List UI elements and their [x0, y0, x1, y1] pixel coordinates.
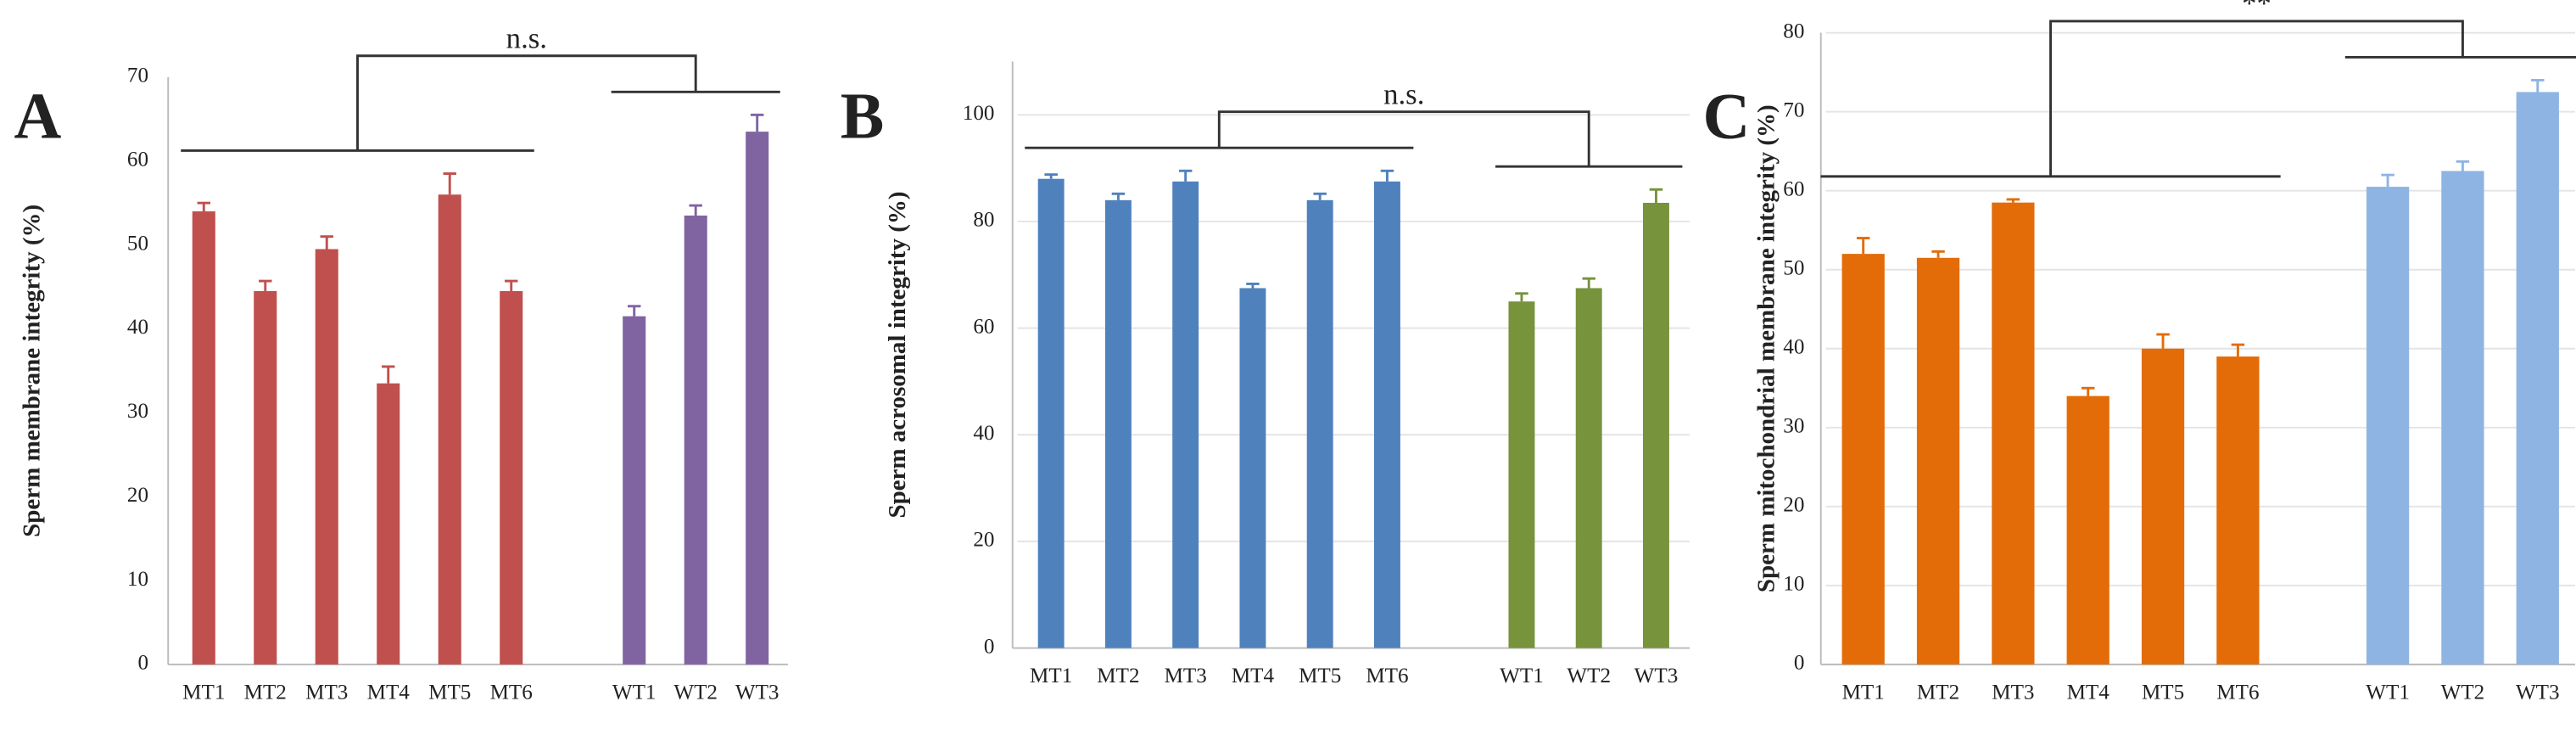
bar: [1575, 288, 1602, 648]
x-tick-label: MT4: [1232, 665, 1275, 687]
bar: [2516, 92, 2559, 665]
x-tick-label: WT1: [2366, 681, 2410, 704]
bar: [254, 290, 277, 665]
y-tick-label: 10: [1783, 573, 1804, 596]
x-tick-label: MT3: [1992, 681, 2034, 704]
y-tick-label: 40: [1783, 336, 1804, 359]
x-tick-label: MT4: [2067, 681, 2110, 704]
y-tick-label: 40: [127, 316, 148, 339]
bar: [1104, 199, 1132, 648]
x-tick-label: MT2: [1917, 681, 1959, 704]
bar: [2441, 171, 2484, 665]
y-tick-label: 50: [1783, 257, 1804, 280]
x-tick-label: MT6: [1366, 665, 1408, 687]
x-tick-label: MT3: [1165, 665, 1207, 687]
bar: [1172, 181, 1199, 648]
x-tick-label: WT3: [735, 681, 780, 704]
x-tick-label: MT5: [428, 681, 471, 704]
bar: [315, 249, 338, 665]
y-tick-label: 0: [1794, 652, 1805, 675]
bar: [2066, 396, 2109, 665]
bar: [684, 215, 707, 665]
x-tick-label: WT3: [1634, 665, 1679, 687]
bar: [746, 132, 769, 665]
bar: [1643, 202, 1669, 648]
bar: [1841, 254, 1885, 665]
bar: [1992, 202, 2035, 665]
y-tick-label: 80: [973, 209, 994, 232]
panel-label: B: [841, 80, 885, 153]
bar: [500, 290, 523, 665]
x-tick-label: WT2: [1567, 665, 1611, 687]
bar: [1916, 257, 1960, 665]
y-axis-label: Sperm mitochondrial membrane integrity (…: [1753, 104, 1780, 592]
y-tick-label: 60: [973, 315, 994, 338]
bar: [1037, 178, 1064, 648]
x-tick-label: MT1: [182, 681, 225, 704]
x-tick-label: MT3: [305, 681, 348, 704]
x-tick-label: WT1: [612, 681, 657, 704]
bar: [2366, 187, 2410, 665]
bar: [2216, 356, 2260, 665]
x-tick-label: WT1: [1500, 665, 1544, 687]
y-tick-label: 80: [1783, 20, 1804, 42]
y-tick-label: 70: [1783, 98, 1804, 121]
panel-label: A: [14, 80, 62, 153]
significance-label: n.s.: [506, 21, 547, 54]
significance-bracket: [356, 54, 697, 151]
y-tick-label: 30: [1783, 415, 1804, 438]
y-tick-label: 100: [963, 102, 995, 125]
x-tick-label: MT2: [244, 681, 287, 704]
bar: [1508, 301, 1535, 648]
y-tick-label: 10: [127, 568, 148, 591]
bar: [192, 211, 215, 665]
x-tick-label: MT5: [2142, 681, 2184, 704]
y-tick-label: 20: [973, 529, 994, 552]
y-tick-label: 20: [127, 484, 148, 507]
x-tick-label: MT5: [1299, 665, 1341, 687]
significance-bracket: [1217, 110, 1590, 167]
significance-bracket: [2049, 20, 2464, 177]
x-tick-label: MT1: [1842, 681, 1885, 704]
x-tick-label: MT6: [490, 681, 533, 704]
panel-label: C: [1703, 80, 1751, 153]
y-tick-label: 30: [127, 400, 148, 423]
x-tick-label: MT6: [2216, 681, 2259, 704]
bar: [1239, 288, 1266, 648]
y-tick-label: 40: [973, 422, 994, 445]
x-tick-label: MT2: [1097, 665, 1139, 687]
significance-label: n.s.: [1383, 77, 1424, 110]
y-tick-label: 20: [1783, 494, 1804, 517]
bar: [623, 316, 646, 665]
y-tick-label: 60: [127, 148, 148, 171]
y-tick-label: 50: [127, 232, 148, 255]
bar: [1373, 181, 1400, 648]
bar: [438, 194, 461, 665]
bar: [2141, 348, 2185, 665]
y-axis-label: Sperm acrosomal integrity (%): [884, 191, 911, 518]
y-tick-label: 70: [127, 65, 148, 87]
y-tick-label: 0: [137, 652, 148, 675]
bar: [1306, 199, 1333, 648]
significance-label: **: [2242, 0, 2271, 20]
bar: [377, 383, 400, 665]
x-tick-label: MT4: [367, 681, 411, 704]
y-tick-label: 60: [1783, 177, 1804, 200]
x-tick-label: WT3: [2516, 681, 2560, 704]
x-tick-label: MT1: [1030, 665, 1072, 687]
y-axis-label: Sperm membrane integrity (%): [18, 205, 45, 537]
x-tick-label: WT2: [673, 681, 718, 704]
x-tick-label: WT2: [2441, 681, 2485, 704]
y-tick-label: 0: [984, 635, 995, 658]
